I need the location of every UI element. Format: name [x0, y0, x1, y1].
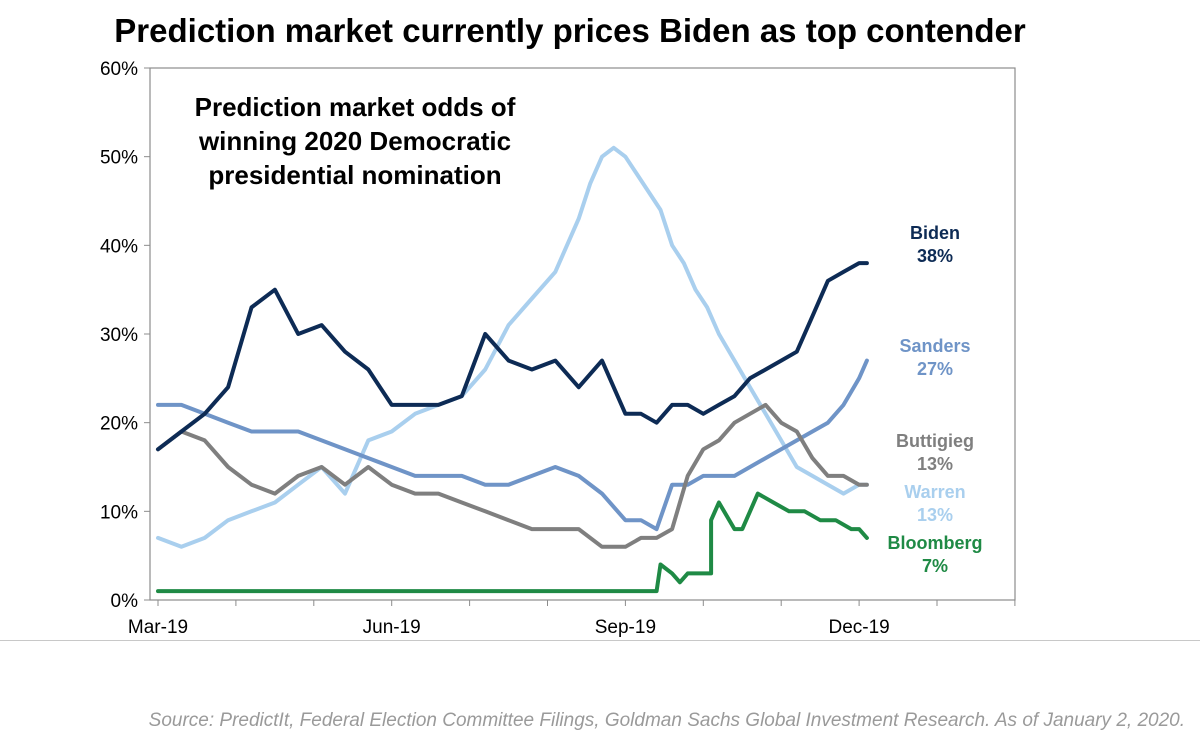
y-tick-label: 30% — [100, 325, 138, 346]
chart-title: Prediction market currently prices Biden… — [114, 12, 1026, 49]
series-label-biden: Biden — [910, 223, 960, 243]
series-value-warren: 13% — [917, 505, 953, 525]
inset-title-line: presidential nomination — [208, 160, 501, 190]
series-line-sanders — [156, 358, 869, 532]
series-label-buttigieg: Buttigieg — [896, 431, 974, 451]
series-value-buttigieg: 13% — [917, 454, 953, 474]
x-tick-label: Sep-19 — [595, 617, 656, 638]
series-value-biden: 38% — [917, 246, 953, 266]
series-line-biden — [156, 261, 869, 452]
y-tick-label: 10% — [100, 502, 138, 523]
y-tick-label: 0% — [111, 591, 139, 612]
series-label-warren: Warren — [904, 482, 965, 502]
line-chart: 0% 10% 20% 30% 40% 50% 60% Mar-19 Jun-19 Sep-19 D… — [100, 59, 1016, 638]
y-tick-label: 60% — [100, 59, 138, 80]
y-tick-label: 50% — [100, 148, 138, 169]
series-line-warren — [156, 145, 869, 549]
series-label-bloomberg: Bloomberg — [887, 533, 982, 553]
inset-title-line: Prediction market odds of — [195, 92, 516, 122]
source-note: Source: PredictIt, Federal Election Comm… — [148, 710, 1185, 731]
series-line-bloomberg — [156, 491, 869, 594]
x-tick-label: Dec-19 — [828, 617, 889, 638]
inset-title-line: winning 2020 Democratic — [198, 126, 511, 156]
divider — [0, 640, 1200, 641]
series-value-sanders: 27% — [917, 359, 953, 379]
series-label-sanders: Sanders — [899, 336, 970, 356]
y-tick-label: 40% — [100, 236, 138, 257]
y-tick-label: 20% — [100, 414, 138, 435]
x-tick-label: Mar-19 — [128, 617, 188, 638]
x-tick-label: Jun-19 — [363, 617, 421, 638]
series-value-bloomberg: 7% — [922, 556, 948, 576]
series-line-buttigieg — [156, 402, 869, 549]
